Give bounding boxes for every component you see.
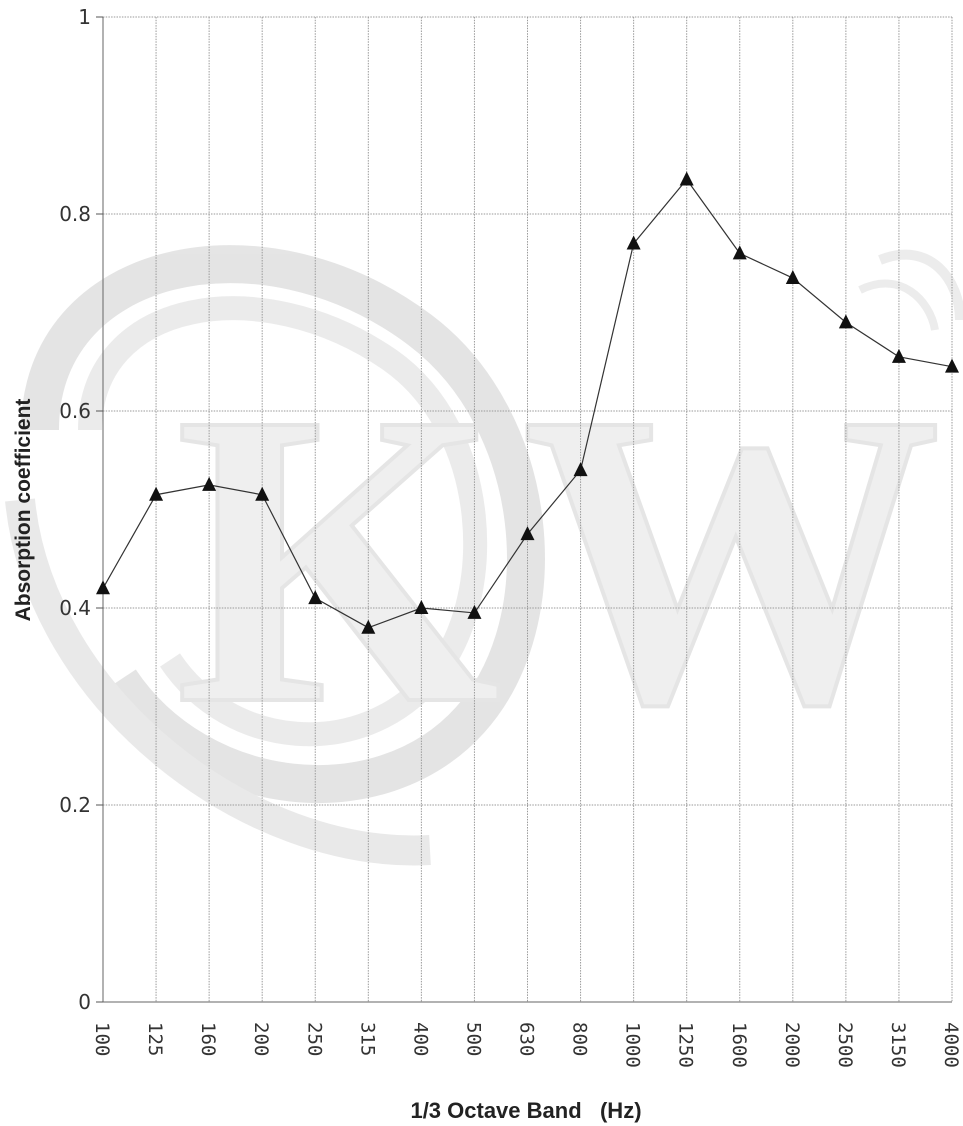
x-tick-label: 2000 bbox=[781, 1022, 803, 1068]
x-tick-label: 4000 bbox=[940, 1022, 962, 1068]
x-axis-ticks: 100 125 160 200 250 315 400 500 630 800 1000 1250 16… bbox=[91, 1022, 962, 1068]
y-tick-label: 0.2 bbox=[59, 793, 91, 817]
grid-lines bbox=[102, 16, 953, 1003]
y-tick-label: 1 bbox=[78, 5, 91, 29]
x-tick-label: 315 bbox=[356, 1022, 378, 1056]
data-point-2500 bbox=[838, 314, 853, 329]
data-point-160 bbox=[202, 476, 217, 491]
x-axis-label: 1/3 Octave Band (Hz) bbox=[410, 1098, 641, 1123]
y-tick-label: 0.6 bbox=[59, 399, 91, 423]
data-point-125 bbox=[149, 486, 164, 501]
x-tick-label: 200 bbox=[250, 1022, 272, 1056]
x-tick-label: 250 bbox=[303, 1022, 325, 1056]
data-point-315 bbox=[361, 619, 376, 634]
data-point-1250 bbox=[679, 171, 694, 186]
data-point-3150 bbox=[891, 348, 906, 363]
data-point-400 bbox=[414, 600, 429, 614]
y-tick-label: 0.4 bbox=[59, 596, 91, 620]
x-tick-label: 100 bbox=[91, 1022, 113, 1056]
x-tick-label: 800 bbox=[569, 1022, 591, 1056]
x-tick-label: 1250 bbox=[675, 1022, 697, 1068]
kw-watermark-logo: KW bbox=[5, 245, 963, 866]
y-axis-label: Absorption coefficient bbox=[12, 399, 35, 622]
data-point-4000 bbox=[945, 358, 959, 373]
x-tick-label: 160 bbox=[197, 1022, 219, 1056]
x-tick-label: 1000 bbox=[622, 1022, 644, 1068]
y-tick-label: 0 bbox=[78, 990, 91, 1014]
x-tick-label: 125 bbox=[144, 1022, 166, 1056]
data-point-200 bbox=[255, 486, 270, 501]
data-point-1000 bbox=[626, 235, 641, 250]
x-tick-label: 630 bbox=[516, 1022, 538, 1056]
data-point-630 bbox=[520, 526, 535, 541]
x-tick-label: 400 bbox=[409, 1022, 431, 1056]
x-tick-label: 3150 bbox=[887, 1022, 909, 1068]
data-point-100 bbox=[96, 580, 110, 595]
y-axis-ticks: 0 0.2 0.4 0.6 0.8 1 bbox=[59, 5, 103, 1014]
x-tick-label: 500 bbox=[462, 1022, 484, 1056]
data-point-500 bbox=[467, 604, 482, 619]
watermark-text: KW bbox=[175, 326, 962, 791]
data-point-2000 bbox=[785, 270, 800, 285]
x-tick-label: 2500 bbox=[834, 1022, 856, 1068]
y-tick-label: 0.8 bbox=[59, 202, 91, 226]
series-layer bbox=[96, 171, 959, 634]
data-point-800 bbox=[573, 462, 588, 477]
data-point-250 bbox=[308, 590, 323, 605]
x-tick-label: 1600 bbox=[728, 1022, 750, 1068]
data-point-1600 bbox=[732, 245, 747, 260]
